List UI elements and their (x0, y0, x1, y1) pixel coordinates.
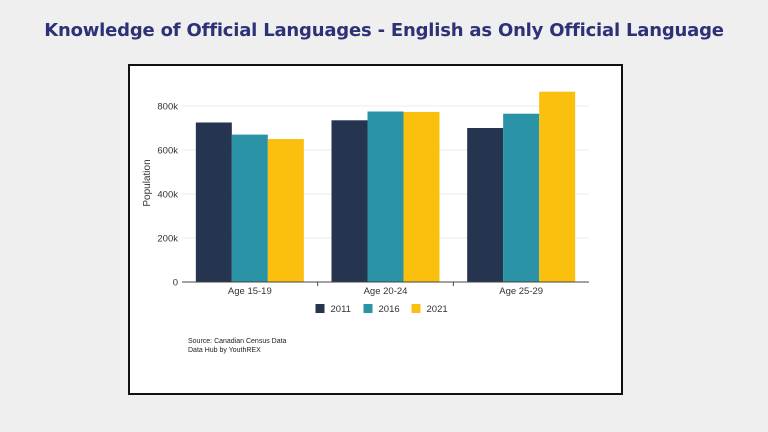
source-line-2: Data Hub by YouthREX (188, 347, 261, 354)
legend-label-2011: 2011 (331, 304, 351, 315)
y-tick-label: 200k (157, 234, 178, 245)
bar-2011-1 (331, 120, 368, 282)
bar-2016-0 (231, 134, 268, 282)
bar-chart: 0 200k 400k 600k 800k Population Age 15-19 Age … (142, 91, 589, 315)
bar-2011-0 (195, 122, 232, 282)
legend-swatch-2011 (315, 304, 325, 313)
legend-label-2016: 2016 (379, 304, 400, 315)
legend-swatch-2016 (363, 304, 373, 313)
legend-label-2021: 2021 (427, 304, 448, 315)
x-tick-label: Age 15-19 (228, 286, 272, 297)
bar-2021-2 (539, 91, 576, 282)
source-line-1: Source: Canadian Census Data (188, 338, 287, 345)
bar-2021-1 (403, 111, 440, 282)
y-tick-label: 600k (157, 146, 178, 157)
y-axis-label: Population (142, 159, 153, 206)
x-tick-label: Age 25-29 (499, 286, 543, 297)
y-tick-label: 0 (173, 278, 178, 289)
bar-2021-0 (267, 139, 304, 282)
bar-2011-2 (467, 128, 504, 282)
chart-title: Knowledge of Official Languages - Englis… (44, 20, 724, 41)
y-tick-label: 400k (157, 190, 178, 201)
bar-2016-2 (503, 113, 540, 282)
x-tick-label: Age 20-24 (364, 286, 408, 297)
y-tick-label: 800k (157, 102, 178, 113)
source-note: Source: Canadian Census Data Data Hub by… (188, 337, 286, 355)
chart-container: 0 200k 400k 600k 800k Population Age 15-19 Age … (128, 64, 623, 395)
legend-swatch-2021 (411, 304, 421, 313)
bar-2016-1 (367, 111, 404, 282)
